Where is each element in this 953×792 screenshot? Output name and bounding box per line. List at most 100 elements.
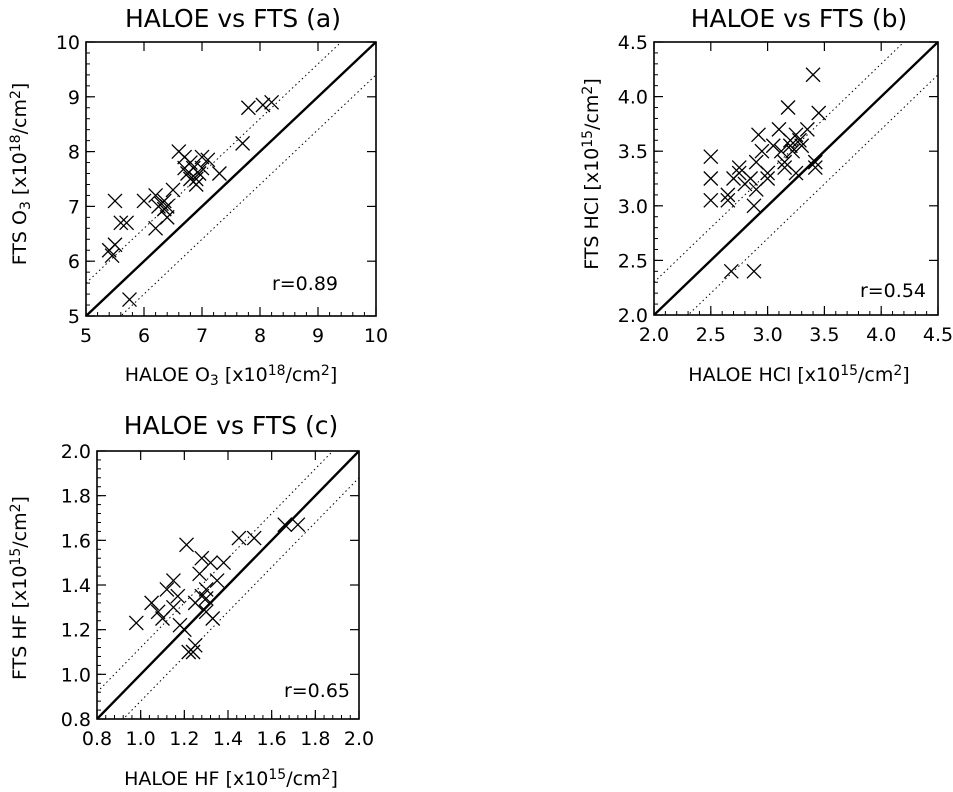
x-tick-label: 3.0 <box>752 324 782 346</box>
y-tick-label: 3.5 <box>618 141 648 163</box>
data-point-marker <box>136 193 152 209</box>
data-point-marker <box>720 187 736 203</box>
panel-a-xlabel: HALOE O3 [x1018/cm2] <box>125 363 337 389</box>
panel-b-ylabel: FTS HCl [x1015/cm2] <box>580 78 603 270</box>
y-tick-label: 1.0 <box>61 664 91 686</box>
data-point-marker <box>782 138 798 154</box>
panel-c-plot: 0.80.8 1.0 1.0 1.2 1.2 1.4 1.4 1.6 1.6 1.8 1.8 2.0 2… <box>61 441 374 750</box>
data-point-marker <box>246 530 262 546</box>
data-point-marker <box>200 152 216 168</box>
data-point-marker <box>203 555 218 571</box>
y-tick-label: 6 <box>68 251 80 273</box>
data-point-marker <box>122 292 137 308</box>
y-tick-label: 2.5 <box>618 250 648 272</box>
panel-a-lower-dotted-line <box>120 74 376 316</box>
y-tick-label: 4.0 <box>618 87 648 109</box>
data-point-marker <box>209 573 225 588</box>
y-tick-label: 7 <box>68 196 80 218</box>
x-tick-label: 9 <box>312 325 324 347</box>
data-point-marker <box>176 622 192 638</box>
y-tick-label: 1.2 <box>61 620 91 642</box>
data-point-marker <box>703 149 719 165</box>
data-point-marker <box>216 555 232 571</box>
data-point-marker <box>799 121 815 137</box>
x-tick-label: 1.8 <box>300 728 330 750</box>
panel-a-identity-line <box>86 42 376 316</box>
data-point-marker <box>791 132 807 148</box>
data-point-marker <box>182 155 198 171</box>
data-point-marker <box>780 100 796 115</box>
x-tick-label: 7 <box>196 325 208 347</box>
data-point-marker <box>165 573 181 588</box>
panel-b-r-label: r=0.54 <box>860 280 926 302</box>
data-point-marker <box>191 166 207 181</box>
panel-c-xlabel: HALOE HF [x1015/cm2] <box>124 767 338 790</box>
x-tick-label: 1.4 <box>213 728 243 750</box>
data-point-marker <box>194 160 210 176</box>
data-point-marker <box>194 588 210 604</box>
data-point-marker <box>235 135 251 151</box>
data-point-marker <box>777 160 793 176</box>
y-tick-label: 2.0 <box>61 441 91 463</box>
panel-a-plot: 55 6 6 7 7 8 8 9 9 10 10 <box>56 32 388 347</box>
data-point-marker <box>743 171 759 186</box>
data-point-marker <box>255 97 271 113</box>
data-point-marker <box>731 165 747 181</box>
panel-b-plot: 2.02.0 2.5 2.5 3.0 3.0 3.5 3.5 4.0 4.0 4.5 4.5 <box>618 32 953 346</box>
y-tick-label: 8 <box>68 142 80 164</box>
data-point-marker <box>159 582 175 597</box>
data-point-marker <box>746 198 762 214</box>
data-point-marker <box>119 215 135 231</box>
panel-a: HALOE vs FTS (a) 55 6 6 7 7 8 8 9 9 10 10 HALOE O3… <box>8 4 388 389</box>
data-point-marker <box>128 615 144 631</box>
data-point-marker <box>107 193 123 209</box>
data-point-marker <box>144 595 160 611</box>
data-point-marker <box>807 160 823 176</box>
data-point-marker <box>194 550 210 566</box>
panel-c-r-label: r=0.65 <box>284 680 350 702</box>
data-point-marker <box>187 637 203 653</box>
x-tick-label: 0.8 <box>82 728 112 750</box>
data-point-marker <box>811 105 827 121</box>
data-point-marker <box>760 171 776 186</box>
panel-a-ylabel: FTS O3 [x1018/cm2] <box>8 83 34 266</box>
panel-b-xlabel: HALOE HCl [x1015/cm2] <box>688 363 909 386</box>
data-point-marker <box>188 177 204 192</box>
data-point-marker <box>290 517 306 533</box>
panel-a-upper-dotted-line <box>86 42 342 284</box>
data-point-marker <box>198 590 214 606</box>
y-tick-label: 9 <box>68 87 80 109</box>
data-point-marker <box>194 149 210 165</box>
data-point-marker <box>165 599 181 615</box>
panel-b: HALOE vs FTS (b) 2.02.0 2.5 2.5 3.0 3.0 3.5 3.… <box>580 4 953 386</box>
y-tick-label: 3.0 <box>618 196 648 218</box>
x-tick-label: 1.2 <box>169 728 199 750</box>
data-point-marker <box>277 517 293 533</box>
panel-b-title: HALOE vs FTS (b) <box>691 4 908 33</box>
panel-a-frame <box>85 41 377 317</box>
data-point-marker <box>165 182 181 198</box>
data-point-marker <box>104 248 120 264</box>
data-point-marker <box>785 143 801 159</box>
x-tick-label: 8 <box>254 325 266 347</box>
panel-a-r-label: r=0.89 <box>272 273 338 295</box>
data-point-marker <box>703 171 719 186</box>
panel-b-identity-line <box>654 42 938 315</box>
x-tick-label: 5 <box>80 325 92 347</box>
data-point-marker <box>170 588 186 604</box>
data-point-marker <box>159 198 175 214</box>
data-point-marker <box>188 171 204 187</box>
panel-b-frame <box>653 41 939 316</box>
data-point-marker <box>788 165 804 181</box>
y-tick-label: 0.8 <box>61 709 91 731</box>
x-tick-label: 3.5 <box>809 324 839 346</box>
x-tick-label: 2.0 <box>639 324 669 346</box>
data-point-marker <box>723 263 739 279</box>
y-tick-label: 1.8 <box>61 486 91 508</box>
data-point-marker <box>720 192 736 208</box>
y-tick-label: 4.5 <box>618 32 648 54</box>
panel-a-title: HALOE vs FTS (a) <box>125 4 341 33</box>
data-point-marker <box>703 192 719 208</box>
panel-c-title: HALOE vs FTS (c) <box>124 411 338 440</box>
